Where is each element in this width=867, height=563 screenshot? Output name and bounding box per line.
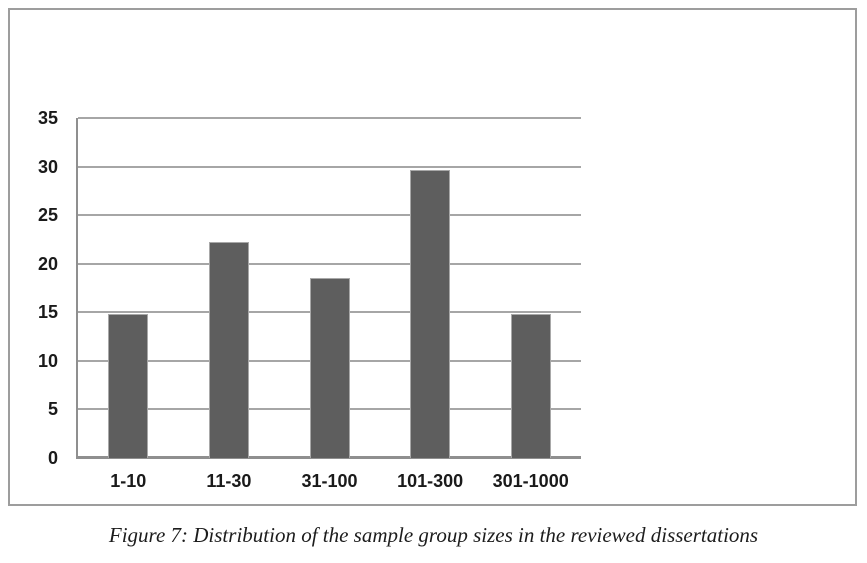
gridline-y-20 [78,262,581,265]
gridline-y-25 [78,214,581,217]
y-axis-tick-label: 0 [47,448,58,468]
y-axis-tick-label: 30 [37,156,58,177]
y-axis-tick-label: 10 [37,350,58,371]
bar-31-100 [309,278,350,458]
y-axis-line [76,118,78,458]
bar-1-10 [108,314,149,458]
y-axis-tick-label: 35 [37,108,58,128]
y-axis-tick-label: 15 [37,302,58,323]
bar-101-300 [410,170,451,458]
x-axis-tick-label: 301-1000 [492,471,569,491]
figure-caption: Figure 7: Distribution of the sample gro… [108,523,759,547]
gridline-y-30 [78,165,581,168]
x-axis-tick-label: 101-300 [397,471,464,491]
gridline-y-35 [78,117,581,119]
y-axis-tick-label: 25 [37,205,58,226]
bar-11-30 [208,242,249,458]
y-axis-tick-label: 20 [37,253,58,274]
y-axis-tick-label: 5 [47,399,58,420]
figure-border-frame: 0 5 10 15 20 25 30 35 1-10 11-30 31-100 101-300 301-… [8,8,857,506]
bar-chart-plot-area: 0 5 10 15 20 25 30 35 1-10 11-30 31-100 101-300 301-… [38,108,581,491]
bar-301-1000 [510,314,551,458]
x-axis-tick-label: 1-10 [110,471,147,491]
x-axis-tick-label: 11-30 [206,471,252,491]
x-axis-tick-label: 31-100 [301,471,358,491]
